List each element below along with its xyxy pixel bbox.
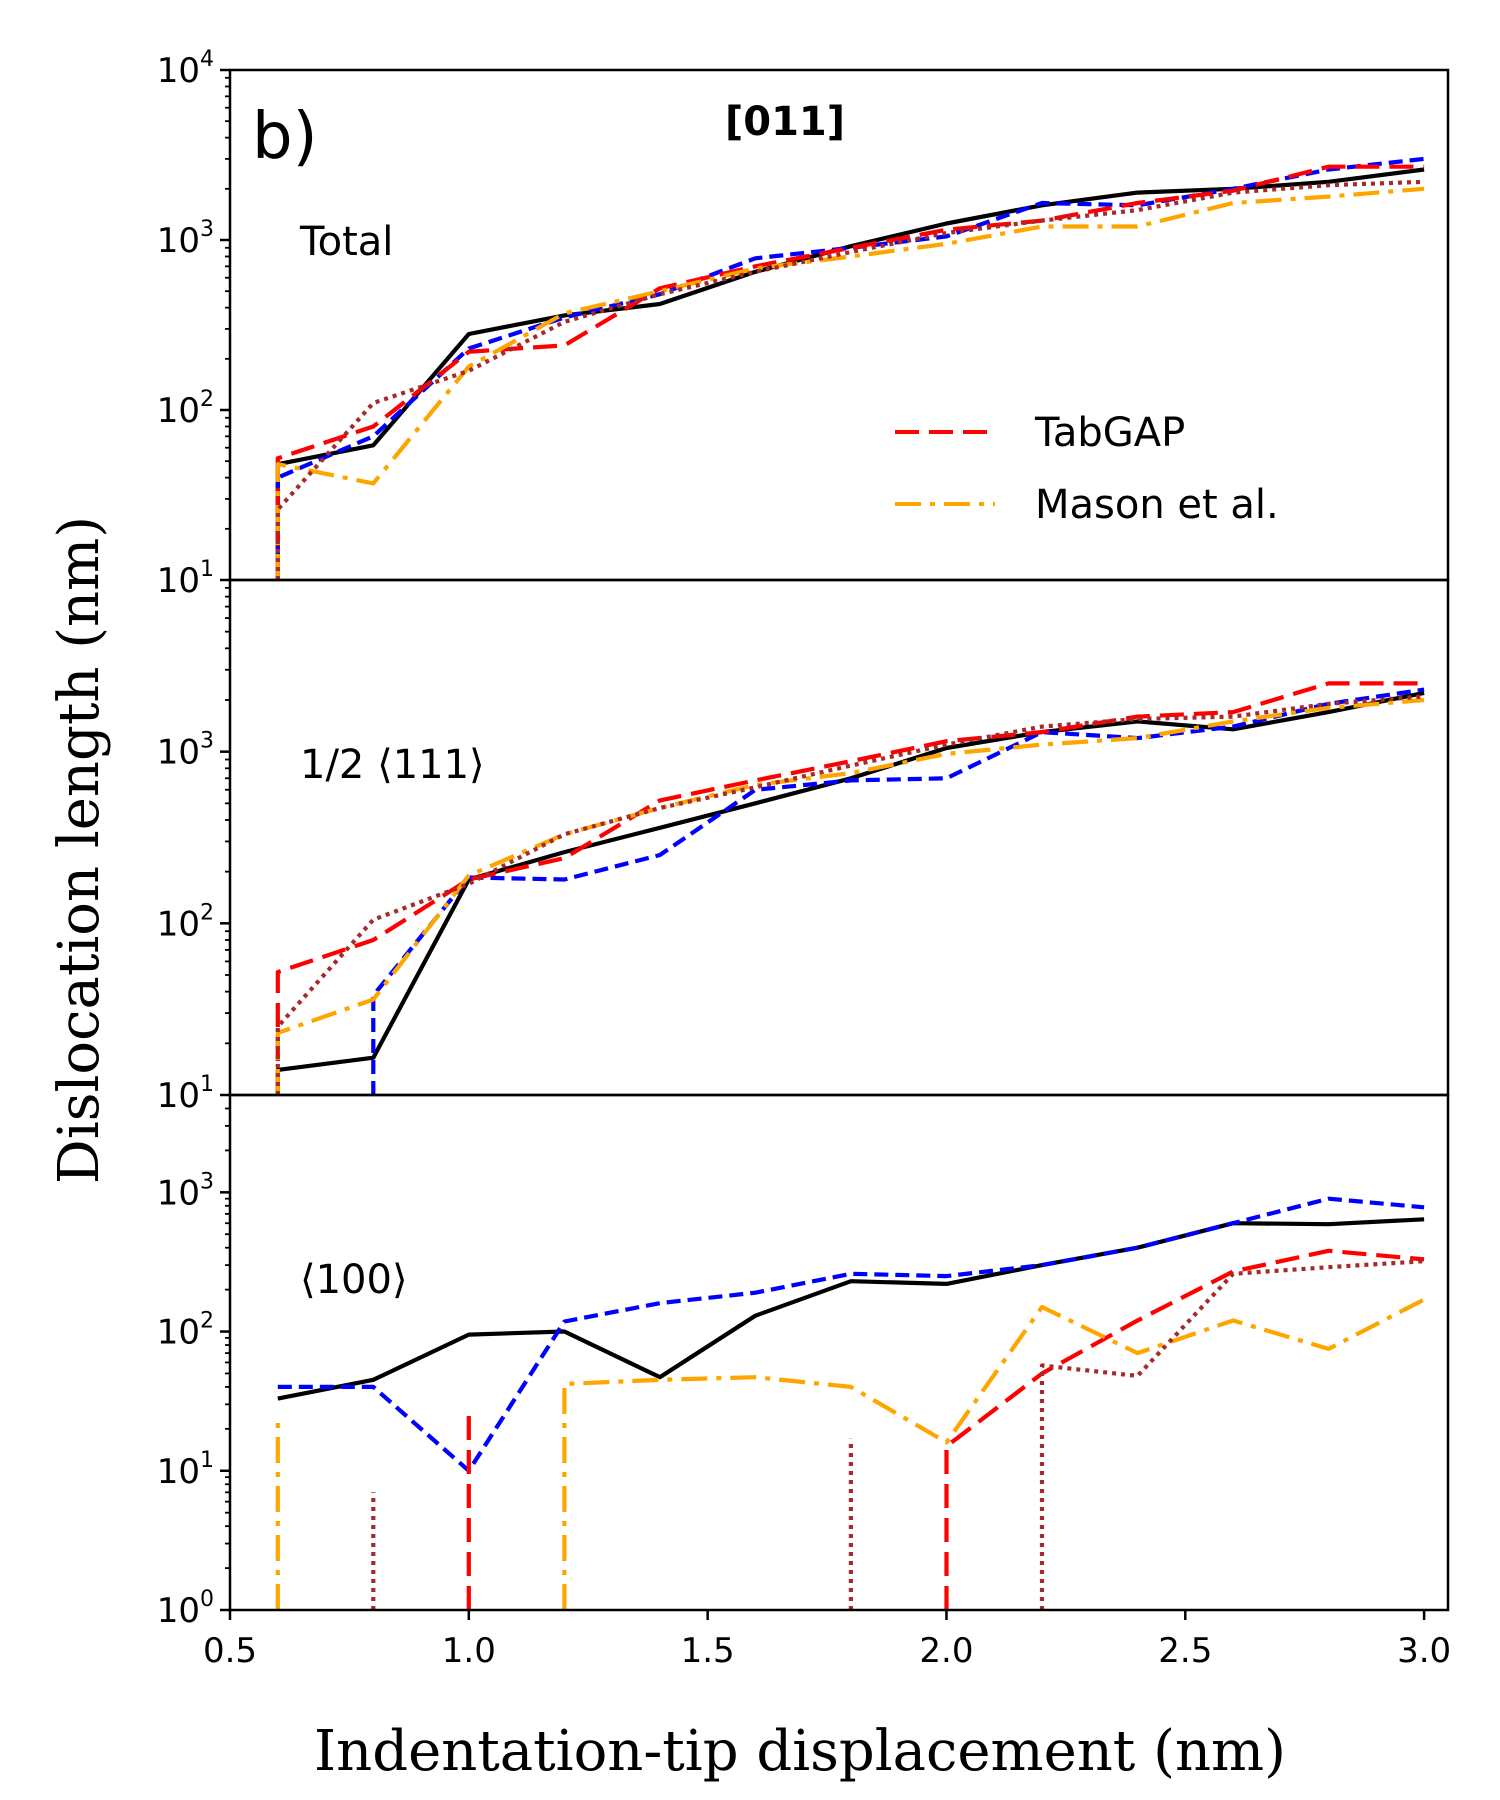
y-tick-label-bottom-3: 103 [157,1169,214,1213]
series-blue-middle-1 [371,687,1425,1095]
y-tick-label-top-2: 103 [157,217,214,261]
legend: TabGAP Mason et al. [895,410,1279,528]
panel-frame-bottom [228,1093,1450,1612]
y-tick-label-bottom-0: 100 [157,1587,214,1631]
series-blue-top-1 [275,156,1425,580]
figure-title: [011] [725,99,845,145]
y-tick-label-top-3: 104 [157,47,214,91]
figure-label: b) [252,100,318,174]
series-mason-et-al--top-3 [275,186,1425,580]
panel-label-111: 1/2 ⟨111⟩ [300,742,485,788]
legend-label-mason: Mason et al. [1035,482,1279,528]
plot-area-middle [275,681,1425,1095]
y-tick-label-middle-0: 101 [157,1072,214,1116]
plot-area-top [275,156,1425,580]
series-tabgap-bottom-3 [944,1248,1425,1610]
panel-frame-middle [228,578,1450,1097]
x-tick-label-4: 2.5 [1158,1631,1212,1671]
series-blue-bottom-1 [277,1196,1425,1473]
series-brown-middle-4 [275,694,1425,1095]
y-tick-label-top-1: 102 [157,387,214,431]
y-axis-title: Dislocation length (nm) [47,516,112,1184]
x-tick-label-1: 1.0 [442,1631,496,1671]
series-black-bottom-0 [277,1217,1425,1401]
y-tick-label-middle-1: 102 [157,900,214,944]
panel-label-100: ⟨100⟩ [300,1257,408,1303]
x-tick-label-0: 0.5 [203,1631,257,1671]
series-mason-et-al--bottom-5 [562,1297,1426,1610]
x-tick-label-5: 3.0 [1397,1631,1451,1671]
y-tick-label-bottom-2: 102 [157,1309,214,1353]
plot-area-bottom [275,1196,1426,1610]
series-brown-bottom-8 [1039,1259,1425,1610]
x-axis-title: Indentation-tip displacement (nm) [314,1719,1286,1784]
series-tabgap-top-2 [275,164,1425,580]
series-brown-top-4 [275,179,1425,580]
panel-label-total: Total [299,219,393,265]
series-tabgap-middle-2 [275,681,1425,1095]
y-tick-label-bottom-1: 101 [157,1448,214,1492]
series-mason-et-al--middle-3 [275,697,1425,1095]
y-tick-label-top-0: 101 [157,557,214,601]
x-tick-label-2: 1.5 [681,1631,735,1671]
legend-label-tabgap: TabGAP [1034,410,1185,456]
x-tick-label-3: 2.0 [919,1631,973,1671]
y-tick-label-middle-2: 103 [157,729,214,773]
